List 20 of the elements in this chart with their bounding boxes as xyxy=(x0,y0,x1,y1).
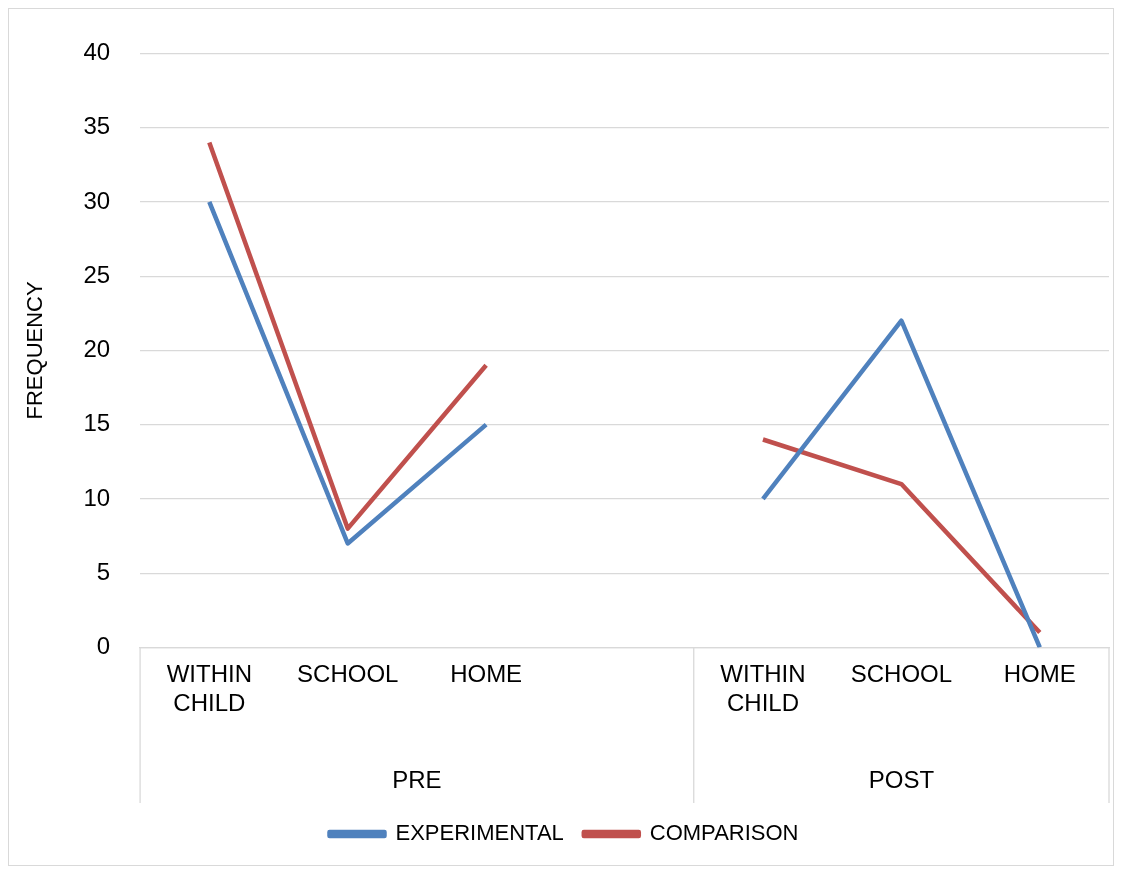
text: PRE xyxy=(392,765,442,793)
y-tick-label: 10 xyxy=(83,483,111,511)
legend-label: EXPERIMENTAL xyxy=(395,820,564,846)
x-tick-label: HOME xyxy=(1003,660,1076,688)
y-tick-label: 25 xyxy=(83,260,111,288)
y-tick-label: 40 xyxy=(83,38,111,66)
x-tick-label: SCHOOL xyxy=(297,660,399,688)
y-tick-label: 0 xyxy=(96,632,111,660)
y-tick-label: 20 xyxy=(83,335,111,363)
x-tick-label: SCHOOL xyxy=(850,660,953,688)
y-tick-label: 5 xyxy=(96,557,111,585)
y-tick-label: 35 xyxy=(83,112,111,140)
y-tick-label: 15 xyxy=(83,409,111,437)
legend-label: COMPARISON xyxy=(649,820,799,846)
y-tick-label: 30 xyxy=(83,186,111,214)
x-tick-label: HOME xyxy=(450,660,523,688)
x-tick-label: WITHIN CHILD xyxy=(720,660,806,717)
y-axis-title: FREQUENCY xyxy=(22,281,48,420)
x-tick-label: WITHIN CHILD xyxy=(166,660,252,717)
text: POST xyxy=(868,765,935,793)
